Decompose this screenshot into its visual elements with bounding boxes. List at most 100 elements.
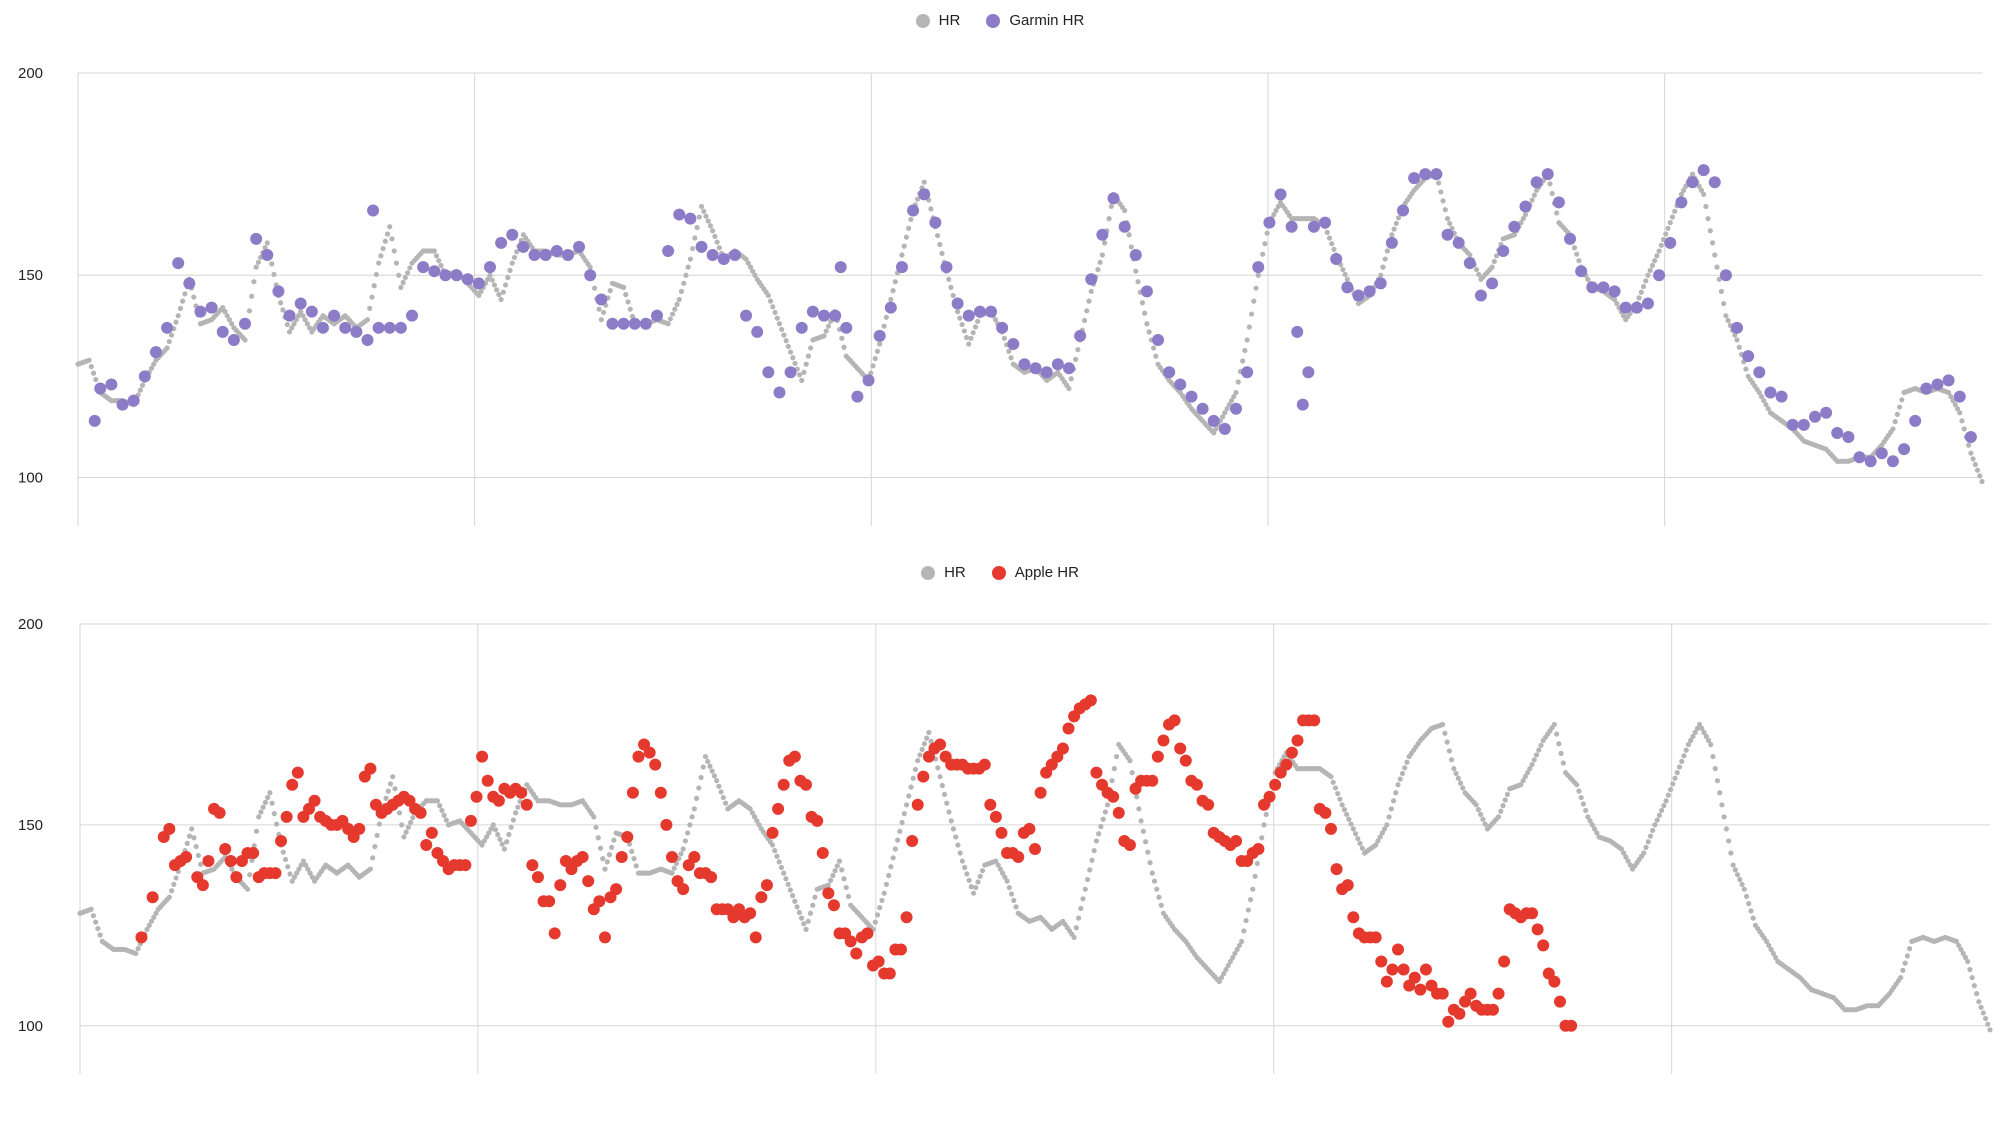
hr-point <box>1732 867 1738 873</box>
hr-point <box>1111 766 1117 772</box>
hr-point <box>1961 426 1967 432</box>
apple-hr-point <box>492 794 505 807</box>
hr-point <box>1968 450 1974 456</box>
hr-point <box>399 822 405 828</box>
garmin-hr-point <box>1719 269 1732 282</box>
apple-hr-point <box>660 818 673 831</box>
apple-hr-point <box>822 887 835 900</box>
hr-point <box>1643 844 1649 850</box>
hr-point <box>289 325 295 331</box>
hr-point <box>1262 241 1268 247</box>
hr-point <box>962 864 968 871</box>
hr-point <box>300 858 306 864</box>
apple-hr-point <box>800 778 813 791</box>
apple-chart: HR Apple HR 100 150 200 <box>0 552 2000 1112</box>
legend-entry-hr[interactable]: HR <box>921 564 966 581</box>
apple-hr-point <box>772 802 785 815</box>
hr-point <box>265 794 271 801</box>
apple-hr-point <box>1285 746 1298 759</box>
garmin-hr-point <box>1302 366 1315 379</box>
hr-point <box>827 877 834 883</box>
hr-point <box>1892 419 1898 425</box>
hr-point <box>436 258 442 264</box>
hr-point <box>515 804 521 810</box>
apple-hr-point <box>425 826 438 839</box>
garmin-hr-point <box>1018 358 1031 371</box>
hr-point <box>1527 766 1533 772</box>
garmin-hr-point <box>1953 390 1966 403</box>
hr-point <box>1375 838 1381 844</box>
hr-point <box>1386 814 1392 820</box>
legend-entry-hr[interactable]: HR <box>915 12 960 29</box>
hr-point <box>883 314 889 320</box>
apple-hr-point <box>844 935 857 948</box>
hr-point <box>592 285 598 291</box>
legend-entry-garmin-hr[interactable]: Garmin HR <box>986 12 1084 29</box>
hr-point <box>1377 834 1383 840</box>
apple-hr-point <box>1062 722 1075 735</box>
hr-point <box>224 313 230 319</box>
apple-hr-point <box>1291 734 1304 747</box>
garmin-hr-point <box>573 240 586 253</box>
hr-point <box>890 855 896 861</box>
garmin-hr-point <box>1964 431 1977 444</box>
hr-point <box>1641 850 1647 856</box>
hr-point <box>303 862 309 868</box>
apple-hr-point <box>894 943 907 956</box>
hr-point <box>908 784 914 790</box>
hr-point <box>1726 838 1732 844</box>
hr-point <box>509 260 515 266</box>
hr-point <box>285 864 291 870</box>
garmin-hr-point <box>261 249 274 262</box>
hr-point <box>309 874 315 880</box>
hr-point <box>716 245 722 251</box>
hr-point <box>1952 402 1958 408</box>
hr-point <box>1390 798 1397 804</box>
apple-hr-point <box>626 786 639 799</box>
hr-point <box>870 363 876 369</box>
apple-hr-point <box>610 883 623 896</box>
apple-hr-point <box>1202 798 1215 811</box>
hr-point <box>1093 838 1100 844</box>
hr-point <box>841 876 847 882</box>
hr-point <box>821 333 827 339</box>
hr-point <box>1122 207 1128 214</box>
hr-point <box>783 876 789 882</box>
hr-point <box>396 810 403 816</box>
hr-point <box>959 321 965 328</box>
apple-hr-point <box>1498 955 1511 968</box>
garmin-hr-point <box>372 321 385 334</box>
hr-point <box>868 370 874 376</box>
garmin-hr-point <box>495 236 508 249</box>
apple-hr-point <box>420 838 433 851</box>
hr-point <box>1756 389 1762 396</box>
apple-hr-point <box>934 738 947 751</box>
garmin-hr-point <box>1051 358 1064 371</box>
hr-point <box>437 803 443 809</box>
hr-point <box>502 282 509 288</box>
garmin-hr-point <box>1185 390 1198 403</box>
hr-point <box>1073 356 1079 362</box>
hr-point <box>673 860 680 867</box>
legend-swatch-hr <box>921 565 936 580</box>
hr-point <box>1242 347 1248 354</box>
garmin-hr-point <box>183 277 196 290</box>
hr-point <box>1341 807 1347 813</box>
hr-point <box>872 919 878 925</box>
hr-point <box>494 287 500 293</box>
hr-point <box>86 357 92 363</box>
hr-point <box>671 865 677 871</box>
hr-point <box>1716 276 1722 282</box>
hr-point <box>273 821 280 827</box>
hr-point <box>836 858 843 864</box>
hr-point <box>935 765 941 771</box>
hr-point <box>973 884 979 891</box>
hr-point <box>364 317 371 323</box>
garmin-hr-point <box>717 253 730 266</box>
hr-point <box>1235 379 1241 385</box>
hr-point <box>1006 884 1012 891</box>
legend-label-apple-hr: Apple HR <box>1014 564 1079 581</box>
hr-point <box>1950 398 1956 404</box>
hr-point <box>825 323 832 329</box>
legend-entry-apple-hr[interactable]: Apple HR <box>991 564 1079 581</box>
